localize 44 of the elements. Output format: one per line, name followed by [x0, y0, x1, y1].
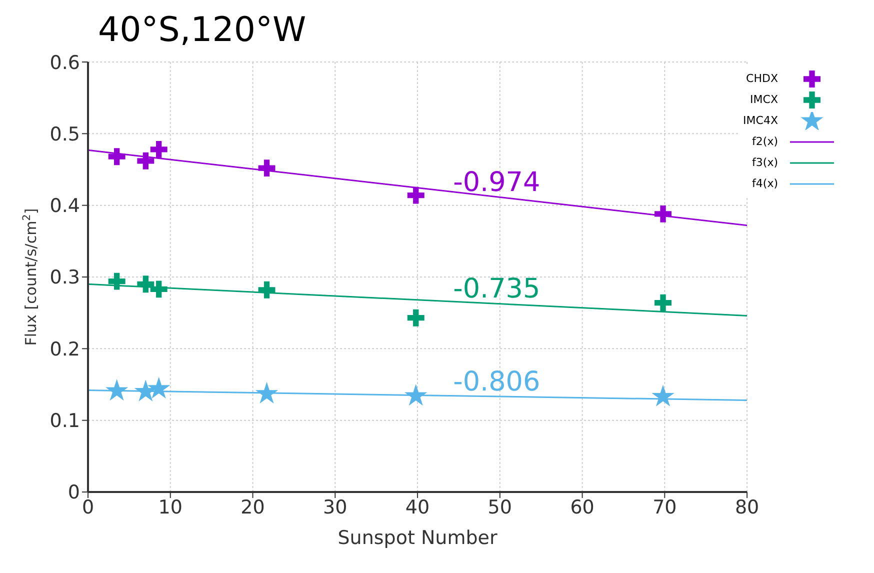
point — [654, 205, 672, 222]
legend-label: IMCX — [750, 93, 778, 106]
point — [255, 382, 278, 404]
x-tick-label: 30 — [323, 496, 348, 518]
y-tick-label: 0.4 — [50, 195, 80, 218]
legend-label: IMC4X — [743, 114, 778, 127]
point — [108, 148, 126, 166]
x-tick-label: 60 — [570, 496, 594, 518]
chart-title: 40°S,120°W — [98, 9, 308, 52]
x-tick-label: 0 — [82, 496, 94, 518]
y-tick-label: 0 — [68, 482, 80, 504]
point — [404, 384, 428, 406]
y-tick-label: 0.1 — [50, 410, 80, 432]
point — [147, 376, 170, 398]
annotation: -0.735 — [453, 274, 540, 305]
point — [150, 280, 168, 298]
y-tick-label: 0.2 — [50, 338, 80, 360]
x-tick-label: 20 — [240, 496, 265, 518]
point — [108, 272, 126, 290]
legend-label: f4(x) — [752, 177, 778, 190]
x-axis-title: Sunspot Number — [338, 527, 498, 549]
point — [654, 294, 672, 312]
point — [407, 186, 424, 204]
y-tick-label: 0.3 — [50, 266, 80, 289]
x-tick-label: 40 — [405, 496, 430, 518]
x-tick-label: 50 — [488, 496, 512, 518]
annotation: -0.974 — [453, 166, 540, 198]
point — [258, 160, 276, 177]
annotation: -0.806 — [453, 366, 540, 398]
legend-label: f3(x) — [752, 156, 778, 169]
y-tick-label: 0.6 — [50, 52, 80, 74]
point — [652, 384, 674, 406]
point — [258, 281, 276, 298]
legend-label: f2(x) — [752, 135, 778, 148]
point — [137, 276, 154, 293]
legend-label: CHDX — [746, 72, 778, 85]
point — [137, 152, 154, 170]
point — [150, 140, 168, 158]
x-tick-label: 70 — [652, 496, 677, 518]
point — [407, 309, 424, 326]
x-tick-label: 80 — [734, 496, 760, 518]
point — [105, 379, 128, 401]
y-tick-label: 0.5 — [50, 123, 80, 146]
x-tick-label: 10 — [158, 496, 182, 518]
